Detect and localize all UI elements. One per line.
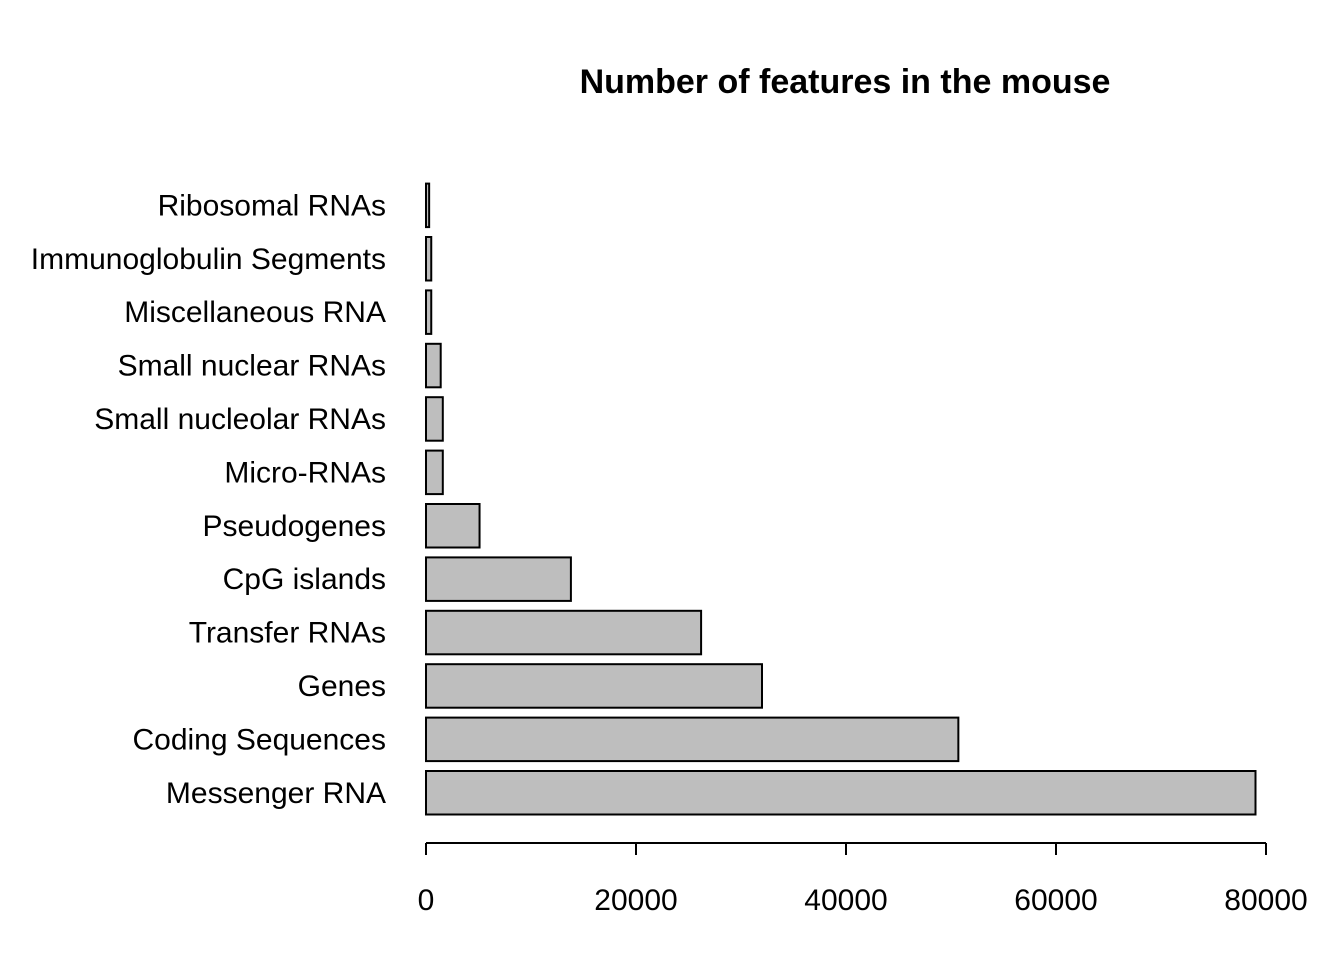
bar-messenger-rna <box>425 770 1257 816</box>
bar-ribosomal-rnas <box>425 182 431 229</box>
bar-small-nuclear-rnas <box>425 342 442 389</box>
category-label: Transfer RNAs <box>189 617 386 650</box>
x-tick-label: 40000 <box>804 884 887 917</box>
category-label: Messenger RNA <box>166 777 386 810</box>
bars-group <box>425 182 1257 816</box>
x-axis: 0 20000 40000 60000 80000 <box>418 842 1308 917</box>
category-label: Pseudogenes <box>203 510 387 543</box>
category-label: Coding Sequences <box>132 723 386 756</box>
category-label: Small nucleolar RNAs <box>94 403 386 436</box>
bar-immunoglobulin-segments <box>425 236 433 282</box>
category-label: Small nuclear RNAs <box>118 350 386 383</box>
category-label: CpG islands <box>223 563 386 596</box>
bar-coding-sequences <box>425 716 960 763</box>
x-tick-label: 80000 <box>1224 884 1307 917</box>
bar-genes <box>425 663 763 709</box>
x-tick-label: 0 <box>418 884 435 917</box>
category-labels: Messenger RNA Coding Sequences Genes Transf… <box>31 189 386 809</box>
bar-pseudogenes <box>425 503 481 549</box>
bar-transfer-rnas <box>425 609 703 656</box>
category-label: Micro-RNAs <box>224 456 386 489</box>
chart-title: Number of features in the mouse <box>580 63 1111 101</box>
category-label: Ribosomal RNAs <box>158 189 386 222</box>
bar-cpg-islands <box>425 556 572 602</box>
x-tick-label: 60000 <box>1014 884 1097 917</box>
bar-miscellaneous-rna <box>425 289 433 335</box>
category-label: Genes <box>298 670 386 703</box>
bar-micro-rnas <box>425 449 444 496</box>
x-tick-label: 20000 <box>594 884 677 917</box>
category-label: Immunoglobulin Segments <box>31 243 386 276</box>
bar-small-nucleolar-rnas <box>425 396 444 442</box>
category-label: Miscellaneous RNA <box>124 296 386 329</box>
